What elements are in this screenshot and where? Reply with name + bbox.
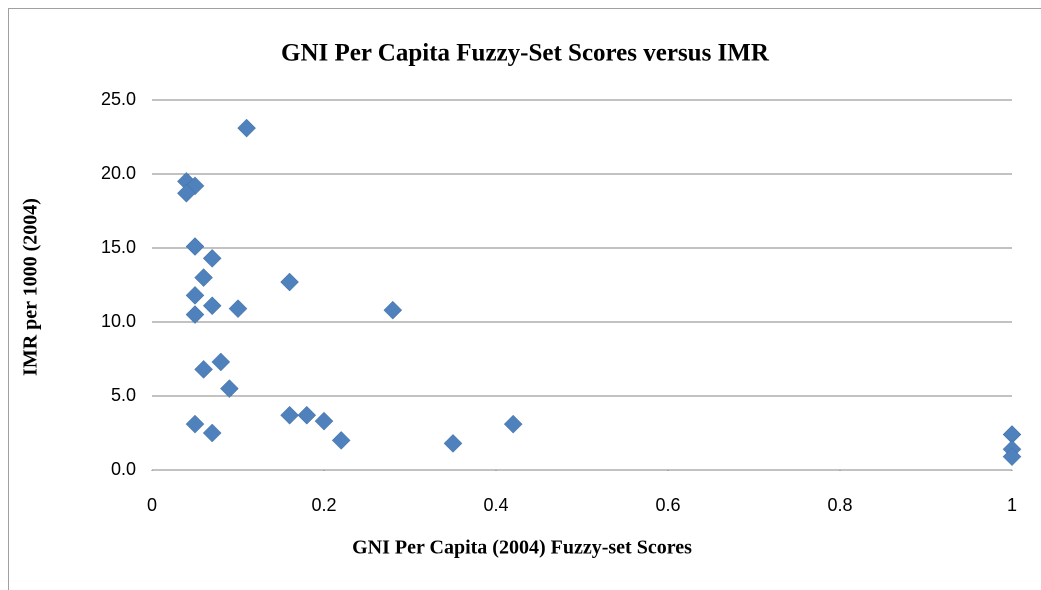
- point: [185, 286, 205, 305]
- point: [443, 434, 463, 453]
- point: [185, 414, 205, 434]
- point: [202, 249, 222, 268]
- point: [280, 405, 299, 425]
- point: [314, 411, 334, 431]
- point: [185, 237, 205, 256]
- point: [237, 118, 256, 138]
- point: [202, 296, 222, 316]
- point: [383, 300, 403, 320]
- y-tick-label: 15.0: [101, 237, 136, 257]
- point: [228, 299, 248, 319]
- x-tick-label: 0.8: [827, 495, 852, 515]
- point: [297, 405, 317, 425]
- chart-frame: [8, 8, 1041, 590]
- point: [194, 360, 213, 379]
- y-tick-label: 25.0: [101, 89, 136, 109]
- point: [211, 352, 231, 372]
- x-axis-label: GNI Per Capita (2004) Fuzzy-set Scores: [352, 537, 692, 559]
- point: [1002, 447, 1022, 467]
- point: [185, 305, 205, 324]
- y-tick-label: 20.0: [101, 163, 136, 183]
- y-axis-label: IMR per 1000 (2004): [20, 198, 42, 376]
- point: [177, 183, 196, 203]
- point: [202, 423, 222, 443]
- x-tick-label: 0.6: [655, 495, 680, 515]
- y-tick-label: 10.0: [101, 311, 136, 331]
- point: [220, 379, 239, 398]
- point: [331, 431, 351, 450]
- x-tick-label: 0.4: [483, 495, 508, 515]
- point: [503, 414, 523, 434]
- chart-title: GNI Per Capita Fuzzy-Set Scores versus I…: [281, 40, 770, 67]
- x-tick-label: 1: [1007, 495, 1017, 515]
- point: [280, 272, 299, 292]
- point: [194, 268, 213, 287]
- x-tick-label: 0: [147, 495, 157, 515]
- y-tick-label: 5.0: [111, 385, 136, 405]
- x-tick-label: 0.2: [311, 495, 336, 515]
- y-tick-label: 0.0: [111, 459, 136, 479]
